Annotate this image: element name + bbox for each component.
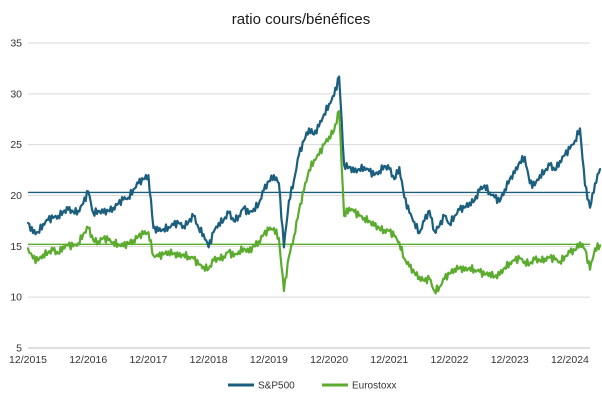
y-tick-label: 30: [10, 88, 22, 100]
x-tick-label: 12/2017: [129, 354, 167, 366]
x-tick-label: 12/2022: [431, 354, 469, 366]
x-tick-label: 12/2021: [370, 354, 408, 366]
y-tick-label: 5: [16, 343, 22, 355]
x-tick-label: 12/2015: [9, 354, 47, 366]
series-line-s-p500: [26, 75, 602, 249]
x-tick-label: 12/2023: [491, 354, 529, 366]
x-tick-label: 12/2016: [69, 354, 107, 366]
y-tick-label: 35: [10, 38, 22, 50]
y-tick-label: 15: [10, 241, 22, 253]
legend: S&P500 Eurostoxx: [228, 381, 396, 392]
x-tick-label: 12/2018: [190, 354, 228, 366]
series-line-eurostoxx: [26, 110, 602, 295]
reference-lines: [28, 191, 590, 245]
y-tick-label: 25: [10, 139, 22, 151]
x-axis-ticks: 12/2015 12/2016 12/2017 12/2018 12/2019 12/20…: [9, 354, 589, 366]
x-tick-label: 12/2020: [310, 354, 348, 366]
legend-label: Eurostoxx: [352, 381, 396, 392]
chart-title: ratio cours/bénéfices: [232, 11, 370, 28]
x-tick-label: 12/2024: [551, 354, 589, 366]
series-layer: [26, 75, 602, 295]
x-tick-label: 12/2019: [250, 354, 288, 366]
y-tick-label: 10: [10, 292, 22, 304]
y-tick-label: 20: [10, 190, 22, 202]
grid-layer: [28, 42, 590, 349]
legend-label: S&P500: [258, 381, 295, 392]
y-axis-ticks: 5 10 15 20 25 30 35: [10, 38, 22, 355]
